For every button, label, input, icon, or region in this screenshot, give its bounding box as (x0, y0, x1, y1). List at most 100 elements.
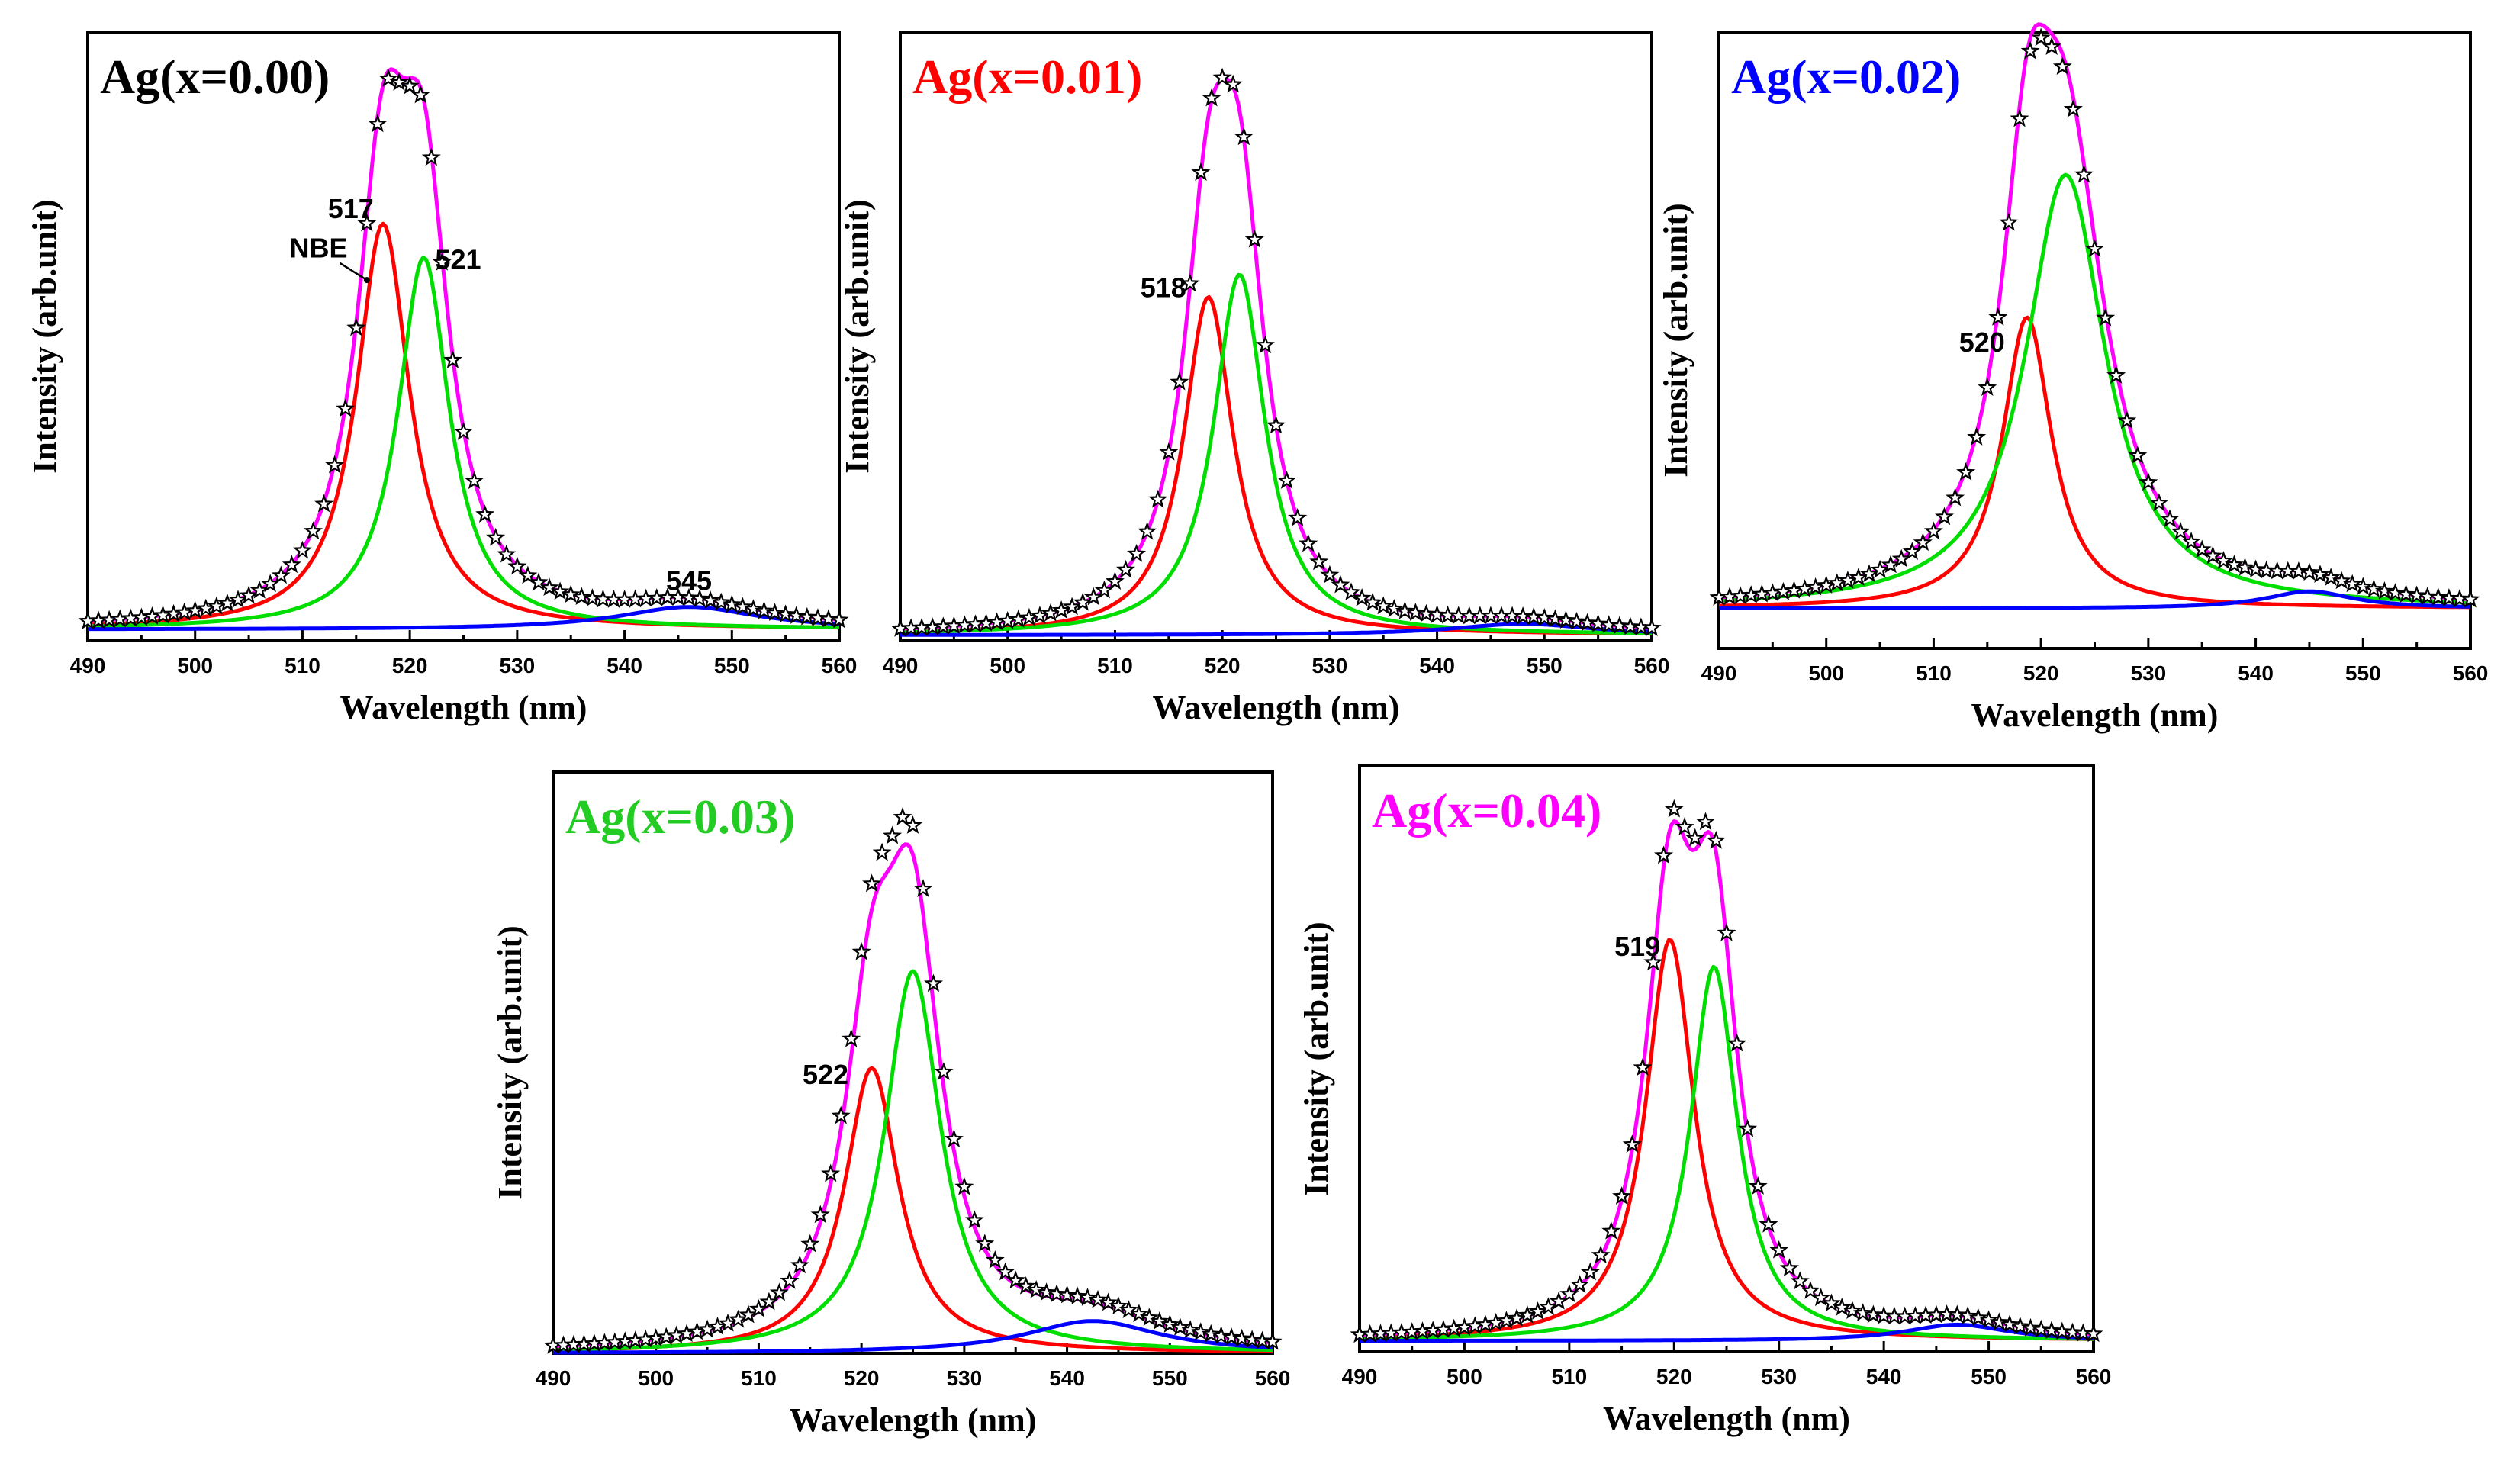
data-point (975, 1234, 995, 1253)
data-point (389, 72, 409, 91)
data-point (1601, 1221, 1621, 1240)
component-curve-peak-525 (552, 969, 1273, 1353)
x-axis-title: Wavelength (nm) (1971, 696, 2219, 734)
data-point (1727, 1033, 1747, 1052)
data-point (2386, 583, 2405, 601)
data-point (1363, 592, 1382, 611)
data-point (2074, 164, 2094, 183)
data-point (872, 842, 892, 861)
data-point (2031, 1319, 2051, 1338)
data-point (282, 555, 301, 574)
data-point (1947, 1304, 1967, 1324)
data-point (862, 873, 882, 893)
data-point (1098, 1292, 1118, 1311)
data-point (821, 1163, 841, 1182)
data-point (787, 606, 806, 624)
y-axis-title: Intensity (arb.unit) (838, 199, 876, 473)
data-point (2374, 581, 2394, 600)
data-point (217, 593, 237, 612)
data-point (1968, 1308, 1988, 1327)
data-point (1170, 372, 1189, 391)
data-point (507, 556, 527, 575)
data-point (1717, 922, 1736, 941)
data-point (443, 350, 462, 368)
data-point (1191, 1322, 1211, 1341)
data-point (314, 494, 334, 513)
component-curve-peak-545 (88, 605, 840, 632)
data-point (1801, 1280, 1820, 1299)
data-point (2117, 410, 2137, 429)
x-tick-label: 490 (883, 654, 919, 677)
x-tick-label: 510 (1097, 654, 1133, 677)
data-point (882, 825, 903, 844)
data-point (998, 610, 1018, 629)
data-point (2010, 108, 2029, 127)
chart-panel-2: 490 500 510 520 530 540 550 560 Wavelength (nm) I… (838, 31, 1670, 726)
data-point (776, 604, 796, 623)
data-point (1170, 1317, 1190, 1336)
data-point (893, 807, 912, 825)
data-point (690, 588, 710, 607)
x-tick-label: 510 (1551, 1365, 1587, 1388)
data-point (2052, 56, 2072, 76)
data-point (700, 590, 720, 609)
data-point (711, 592, 731, 611)
data-point (1201, 1324, 1221, 1343)
data-point (708, 1317, 728, 1335)
data-point (1263, 1331, 1283, 1350)
data-point (739, 1304, 758, 1324)
x-tick-label: 510 (1916, 661, 1952, 685)
data-point (2085, 239, 2104, 258)
data-point (1234, 127, 1254, 146)
x-tick-label: 500 (177, 654, 213, 677)
x-tick-label: 520 (392, 654, 428, 677)
data-point (718, 1313, 738, 1332)
peak-label-520: 520 (1959, 327, 2005, 358)
data-point (571, 587, 591, 606)
data-point (1221, 1327, 1241, 1346)
data-point (722, 594, 742, 613)
data-point (923, 973, 944, 992)
data-point (1051, 600, 1071, 619)
data-point (2000, 1314, 2020, 1333)
data-point (357, 213, 377, 232)
data-point (410, 85, 430, 104)
data-point (1047, 1284, 1067, 1303)
x-tick-label: 530 (946, 1366, 982, 1390)
panel-title: Ag(x=0.04) (1372, 783, 1601, 838)
data-point (2407, 585, 2427, 604)
data-point (1507, 1308, 1527, 1327)
data-point (2042, 1321, 2061, 1340)
data-point (1790, 1271, 1810, 1290)
data-point (769, 1282, 789, 1301)
data-point (1299, 533, 1318, 552)
component-curve-peak-546 (1360, 1322, 2094, 1343)
data-point (185, 600, 205, 619)
data-point (985, 1250, 1005, 1269)
data-point (1139, 1308, 1159, 1327)
data-point (1006, 1270, 1025, 1289)
x-tick-label: 560 (1634, 654, 1670, 677)
data-point (1567, 611, 1586, 630)
data-point (1037, 1282, 1057, 1301)
data-point (743, 599, 763, 618)
data-point (1026, 1280, 1046, 1298)
data-point (1057, 1285, 1077, 1304)
peak-label-545: 545 (666, 565, 712, 597)
data-point (1956, 462, 1976, 481)
data-point (1159, 442, 1179, 461)
data-point (800, 1234, 820, 1253)
data-point (1288, 507, 1308, 526)
data-point (1212, 1326, 1231, 1344)
data-point (790, 1255, 809, 1274)
data-point (2213, 551, 2233, 569)
fit-curve (552, 842, 1273, 1349)
data-point (1599, 615, 1619, 633)
data-point (239, 585, 259, 604)
data-point (1528, 1301, 1548, 1320)
data-point (378, 69, 398, 87)
x-tick-label: 520 (2023, 661, 2059, 685)
data-point (2396, 584, 2416, 603)
y-axis-title: Intensity (arb.unit) (1657, 203, 1694, 477)
peak-label-nbe: NBE (290, 233, 348, 264)
